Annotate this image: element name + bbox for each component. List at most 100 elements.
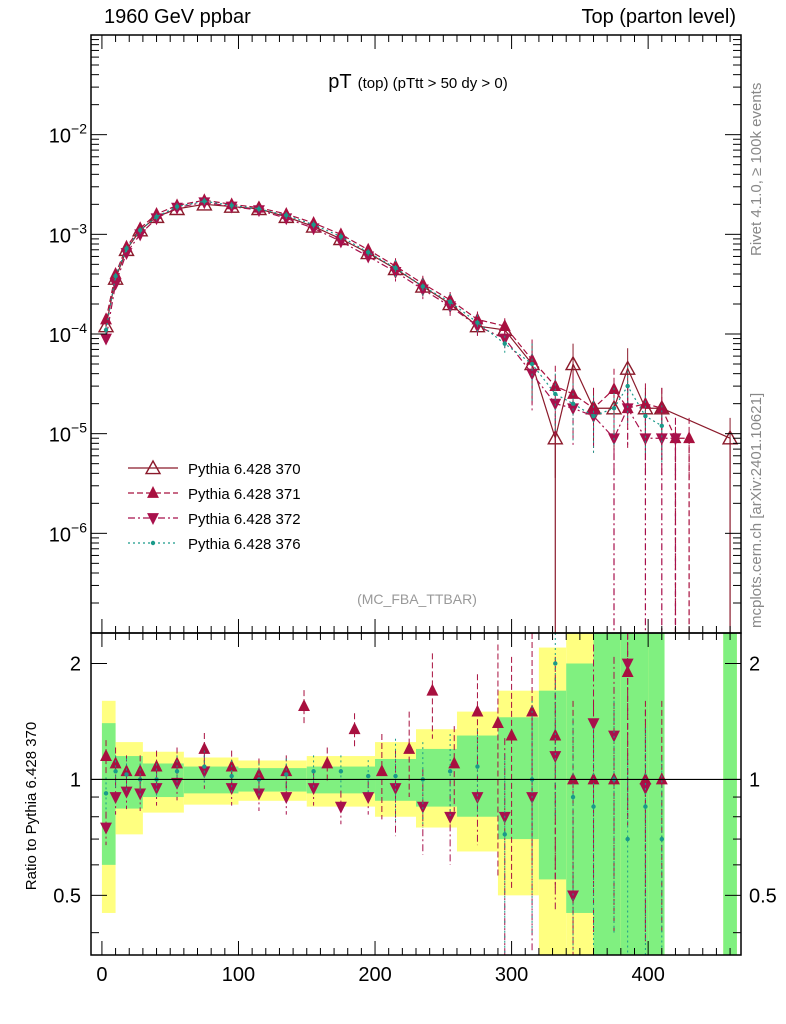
ratio-bands [101, 633, 737, 955]
ratio-point [621, 665, 634, 677]
y-tick-exponent: −4 [71, 320, 87, 336]
ratio-point [202, 764, 207, 769]
plot-title: pT (top) (pTtt > 50 dy > 0) [328, 71, 507, 93]
ratio-point [198, 741, 211, 754]
ratio-point [502, 832, 507, 837]
ratio-point [526, 704, 539, 717]
ratio-point [280, 792, 293, 805]
ratio-point [567, 772, 579, 785]
ratio-point [567, 890, 579, 903]
ratio-point [655, 772, 668, 785]
data-point [134, 229, 147, 242]
analysis-tag: (MC_FBA_TTBAR) [357, 591, 477, 607]
data-point [553, 391, 558, 397]
y-tick-exponent: −6 [71, 519, 87, 535]
ratio-point [171, 756, 183, 769]
ratio-point [625, 836, 630, 842]
data-point [502, 341, 507, 346]
ratio-series [100, 633, 668, 955]
ratio-y-tick-label-right: 1 [749, 769, 760, 791]
ratio-point [174, 769, 180, 774]
data-point [307, 223, 320, 236]
data-point [619, 360, 636, 375]
ratio-point [366, 773, 371, 779]
ratio-y-tick-label: 0.5 [53, 885, 81, 907]
series-line-1 [105, 199, 690, 439]
ratio-point [150, 759, 163, 772]
ratio-point [109, 756, 122, 769]
data-point [366, 250, 371, 255]
data-point [643, 413, 648, 419]
data-point [393, 265, 398, 271]
data-point [154, 214, 159, 219]
legend-label-1: Pythia 6.428 371 [188, 486, 301, 503]
ratio-point [171, 777, 183, 790]
ratio-point [549, 751, 562, 764]
ratio-point [298, 699, 310, 712]
data-point [334, 236, 347, 249]
data-point [256, 206, 262, 212]
ratio-point [403, 741, 416, 754]
y-tick-label: 10−3 [49, 220, 87, 247]
x-tick-label: 200 [358, 964, 391, 986]
x-tick-label: 400 [631, 964, 664, 986]
data-point [591, 413, 596, 419]
legend-label-3: Pythia 6.428 376 [188, 536, 301, 553]
data-point [529, 361, 535, 367]
data-point [659, 423, 664, 428]
band-green-segment [115, 756, 143, 809]
ratio-point [375, 764, 388, 777]
band-green-segment [620, 633, 649, 955]
band-green-segment [538, 690, 567, 880]
legend-marker-2 [147, 513, 159, 525]
ratio-y-tick-label-right: 2 [749, 653, 760, 675]
data-point [137, 228, 143, 233]
ratio-point [591, 804, 596, 809]
data-point [100, 333, 112, 346]
ratio-point [570, 794, 576, 800]
ratio-point [444, 811, 457, 824]
main-series [97, 193, 739, 633]
data-point [444, 301, 457, 314]
band-green-segment [723, 633, 737, 955]
ratio-point [113, 769, 118, 774]
series-line-2 [105, 201, 676, 440]
ratio-point [498, 811, 511, 824]
ratio-point [109, 792, 122, 805]
ratio-point [587, 718, 600, 731]
data-point [498, 333, 511, 346]
data-point [229, 203, 234, 208]
data-point [284, 213, 289, 218]
ratio-point [307, 783, 320, 795]
ratio-point [447, 769, 453, 774]
ratio-y-tick-label: 2 [70, 653, 81, 675]
data-point [100, 312, 112, 325]
y-tick-exponent: −3 [71, 220, 87, 236]
ratio-point [491, 716, 504, 729]
y-tick-label: 10−4 [49, 320, 87, 347]
ratio-point [229, 773, 234, 779]
data-point [420, 284, 426, 289]
ratio-point [475, 764, 480, 769]
series-line-0 [105, 203, 731, 441]
y-tick-label: 10−5 [49, 420, 87, 447]
ratio-point [426, 683, 439, 696]
plot-subtitle: (top) (pTtt > 50 dy > 0) [358, 75, 508, 92]
data-point [174, 204, 180, 209]
ratio-point [120, 786, 133, 799]
data-point [611, 406, 617, 411]
ratio-point [225, 783, 238, 795]
ratio-point [321, 756, 334, 769]
ratio-point [526, 792, 539, 805]
data-point [447, 299, 453, 305]
data-point [621, 403, 634, 416]
band-green-segment [593, 633, 621, 955]
ratio-y-tick-label-right: 0.5 [749, 885, 777, 907]
ratio-point [334, 801, 347, 814]
ratio-point [362, 792, 375, 805]
legend-marker-1 [147, 486, 159, 498]
ratio-point [471, 792, 484, 805]
data-point [570, 401, 576, 406]
ratio-point [100, 749, 112, 761]
ratio-point [659, 836, 664, 842]
